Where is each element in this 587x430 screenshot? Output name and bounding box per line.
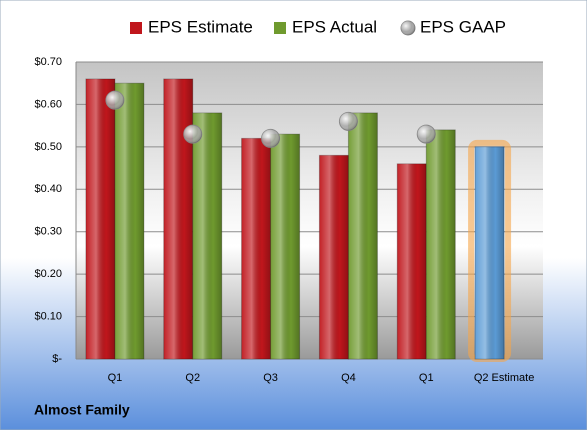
y-tick-label: $0.10 — [34, 310, 62, 322]
bar-shine — [270, 134, 300, 359]
y-tick-label: $0.20 — [34, 268, 62, 280]
y-tick-label: $- — [52, 353, 62, 365]
bar-group — [318, 154, 349, 360]
x-tick-label: Q2 — [185, 372, 200, 384]
bar-shine — [163, 78, 193, 359]
x-tick-label: Q3 — [263, 372, 278, 384]
x-tick-label: Q1 — [108, 372, 123, 384]
bar-group — [114, 82, 145, 360]
bar-group — [192, 112, 223, 360]
bar-shine — [114, 83, 144, 359]
bar-shine — [241, 138, 271, 359]
bar-group — [474, 146, 505, 360]
bar-group — [396, 163, 427, 360]
bar-group — [270, 133, 301, 360]
marker-shine — [417, 125, 436, 144]
bar-group — [347, 112, 378, 360]
bar-shine — [192, 112, 222, 360]
y-tick-label: $0.40 — [34, 183, 62, 195]
bar-shine — [397, 163, 427, 359]
footer: Almost Family — [34, 402, 130, 418]
plot-area — [76, 62, 543, 359]
legend-label: EPS Actual — [292, 17, 377, 36]
chart-layer: $- $0.10 $0.20 $0.30 $0.40 $0.50 $0.60 $0.70 Q1 Q… — [34, 17, 543, 384]
x-tick-label: Q1 — [419, 372, 434, 384]
x-tick-label: Q4 — [341, 372, 356, 384]
marker-shine — [261, 129, 280, 148]
marker-shine — [105, 91, 124, 110]
bar-shine — [426, 129, 456, 359]
y-tick-label: $0.70 — [34, 56, 62, 68]
legend-swatch — [130, 22, 142, 34]
y-tick-label: $0.30 — [34, 226, 62, 238]
marker-shine — [183, 125, 202, 144]
bar-group — [425, 129, 456, 360]
legend-marker-shine — [401, 21, 415, 35]
y-tick-label: $0.60 — [34, 98, 62, 110]
x-tick-label: Q2 Estimate — [474, 372, 535, 384]
marker-shine — [339, 112, 358, 131]
bar-shine — [348, 112, 378, 360]
legend-label: EPS Estimate — [148, 17, 253, 36]
bar-group — [163, 78, 194, 360]
bar-shine — [85, 78, 115, 359]
y-tick-label: $0.50 — [34, 141, 62, 153]
bar-shine — [475, 146, 505, 359]
legend-label: EPS GAAP — [420, 17, 506, 36]
legend-swatch — [274, 22, 286, 34]
bar-shine — [319, 155, 349, 359]
bar-group — [241, 137, 272, 360]
bar-group — [85, 78, 116, 360]
